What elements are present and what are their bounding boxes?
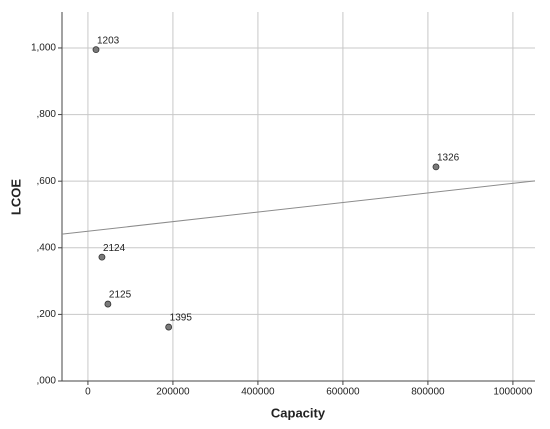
y-tick-label: ,600 bbox=[37, 176, 57, 187]
point-label: 1395 bbox=[170, 313, 193, 324]
point-label: 1203 bbox=[97, 35, 120, 46]
y-tick-label: ,000 bbox=[37, 376, 57, 387]
x-tick-label: 600000 bbox=[326, 387, 360, 398]
point-label: 2124 bbox=[103, 243, 126, 254]
point-label: 1326 bbox=[437, 153, 460, 164]
y-tick-label: ,200 bbox=[37, 309, 57, 320]
point bbox=[92, 46, 100, 54]
x-tick-label: 0 bbox=[85, 387, 91, 398]
point bbox=[98, 253, 106, 261]
point bbox=[432, 163, 440, 171]
x-axis-title: Capacity bbox=[271, 405, 326, 420]
point-label: 2125 bbox=[109, 290, 132, 301]
point bbox=[104, 300, 112, 308]
x-tick-label: 1000000 bbox=[493, 387, 532, 398]
y-tick-label: 1,000 bbox=[31, 43, 56, 54]
y-tick-label: ,800 bbox=[37, 109, 57, 120]
y-tick-label: ,400 bbox=[37, 242, 57, 253]
x-tick-label: 400000 bbox=[241, 387, 275, 398]
y-axis-title: LCOE bbox=[8, 179, 23, 215]
x-tick-label: 200000 bbox=[156, 387, 190, 398]
fit-line bbox=[61, 180, 536, 235]
x-tick-label: 800000 bbox=[411, 387, 445, 398]
point bbox=[165, 323, 173, 331]
